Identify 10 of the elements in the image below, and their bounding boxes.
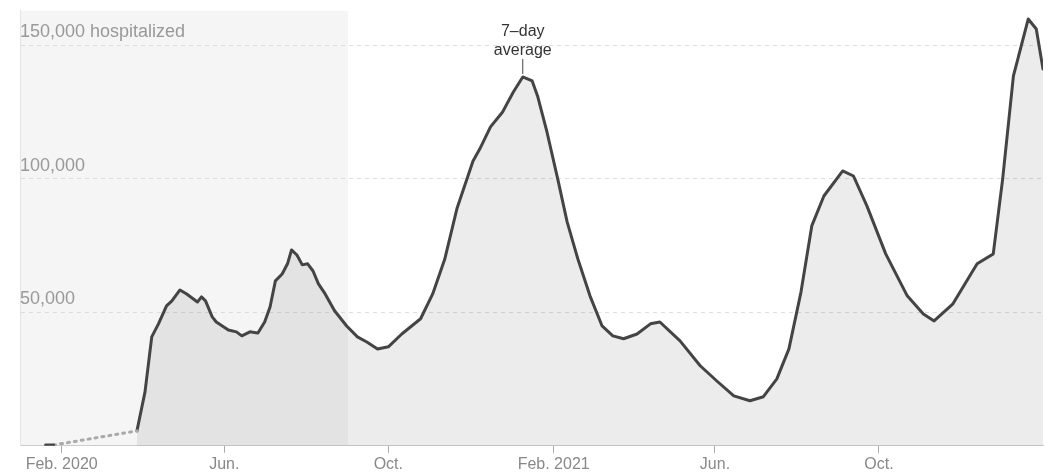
y-tick-label: 150,000 hospitalized bbox=[20, 21, 186, 42]
x-tick-label: Jun. bbox=[699, 454, 731, 472]
annotation: 7–day average bbox=[493, 21, 552, 58]
y-tick-label: 100,000 bbox=[20, 154, 86, 175]
x-tick-label: Oct. bbox=[864, 454, 894, 472]
y-tick-label: 50,000 bbox=[20, 288, 76, 309]
x-tick-label: Oct. bbox=[373, 454, 404, 472]
x-tick-label: Feb. 2020 bbox=[25, 454, 98, 472]
x-tick-label: Feb. 2021 bbox=[517, 454, 590, 472]
x-tick-label: Jun. bbox=[209, 454, 240, 472]
